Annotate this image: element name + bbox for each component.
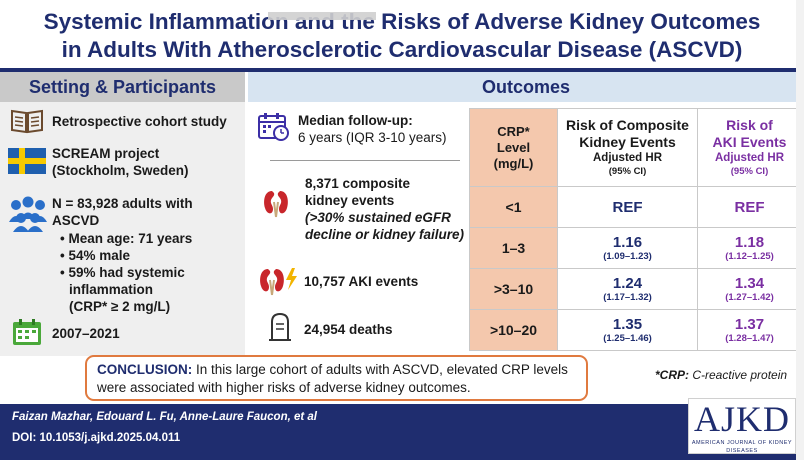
- setting-header: Setting & Participants: [0, 72, 245, 102]
- aki-header-ci: (95% CI): [730, 166, 769, 177]
- aki-header-line-1: Risk of: [726, 117, 773, 133]
- table-row: >10–20 1.35 (1.25–1.46) 1.37 (1.28–1.47): [469, 309, 802, 351]
- followup-value: 6 years (IQR 3-10 years): [298, 130, 447, 145]
- calendar-icon: [12, 318, 42, 346]
- outcomes-header: Outcomes: [248, 72, 804, 102]
- outcomes-divider: [270, 160, 460, 161]
- aki-hr-cell: 1.34 (1.27–1.42): [697, 268, 802, 310]
- crp-level-cell: >10–20: [469, 309, 558, 351]
- project-line-2: (Stockholm, Sweden): [52, 163, 189, 178]
- bullet-crp-threshold: (CRP* ≥ 2 mg/L): [69, 299, 171, 314]
- bullet-male: • 54% male: [60, 248, 131, 263]
- aki-header-sub: Adjusted HR: [715, 152, 784, 164]
- title-line-1: Systemic Inflammation and the Risks of A…: [43, 9, 761, 34]
- n-line-2: ASCVD: [52, 213, 100, 228]
- crp-level-cell: >3–10: [469, 268, 558, 310]
- authors: Faizan Mazhar, Edouard L. Fu, Anne-Laure…: [12, 411, 318, 423]
- composite-hr-ci: (1.17–1.32): [603, 291, 652, 303]
- project-line-1: SCREAM project: [52, 146, 160, 161]
- aki-hr-ci: (1.28–1.47): [725, 332, 774, 344]
- composite-line-3: (>30% sustained eGFR: [305, 210, 451, 225]
- table-row: >3–10 1.24 (1.17–1.32) 1.34 (1.27–1.42): [469, 268, 802, 310]
- setting-panel: [0, 102, 245, 356]
- aki-hr-value: 1.37: [734, 315, 765, 333]
- followup-label: Median follow-up:: [298, 113, 413, 128]
- table-header-row: CRP* Level (mg/L) Risk of Composite Kidn…: [469, 108, 802, 187]
- crp-header-line-3: (mg/L): [493, 155, 534, 171]
- crp-header-line-1: CRP*: [497, 123, 530, 139]
- tombstone-icon: [268, 312, 292, 342]
- aki-hr-value: 1.18: [734, 233, 765, 251]
- composite-hr-cell: 1.35 (1.25–1.46): [557, 309, 698, 351]
- bullet-inflammation: • 59% had systemic: [60, 265, 185, 280]
- composite-header-line-1: Risk of Composite: [566, 117, 689, 133]
- right-edge-strip: [796, 0, 804, 460]
- footnote-definition: C-reactive protein: [689, 368, 788, 382]
- study-period: 2007–2021: [52, 326, 120, 341]
- kidneys-lightning-icon: [258, 266, 300, 296]
- ajkd-logo: AJKD AMERICAN JOURNAL OF KIDNEY DISEASES: [688, 398, 796, 454]
- people-icon: [8, 196, 48, 232]
- conclusion-box: CONCLUSION: In this large cohort of adul…: [85, 355, 588, 401]
- redaction-bar: [268, 12, 376, 20]
- composite-hr-cell: 1.16 (1.09–1.23): [557, 227, 698, 269]
- composite-line-1: 8,371 composite: [305, 176, 411, 191]
- title-divider: [0, 68, 804, 72]
- aki-header-line-2: AKI Events: [712, 134, 787, 150]
- composite-hr-value: 1.16: [612, 233, 643, 251]
- deaths: 24,954 deaths: [304, 322, 393, 337]
- infographic-title: Systemic Inflammation and the Risks of A…: [0, 0, 804, 68]
- logo-subtitle: AMERICAN JOURNAL OF KIDNEY DISEASES: [691, 440, 793, 454]
- bullet-mean-age: • Mean age: 71 years: [60, 231, 193, 246]
- logo-text: AJKD: [693, 399, 790, 439]
- crp-header-line-2: Level: [496, 139, 531, 155]
- aki-hr-cell: 1.37 (1.28–1.47): [697, 309, 802, 351]
- study-type: Retrospective cohort study: [52, 114, 227, 129]
- sweden-flag-icon: [8, 148, 46, 174]
- composite-hr-value: REF: [612, 198, 643, 216]
- composite-hr-ci: (1.25–1.46): [603, 332, 652, 344]
- composite-hr-cell: 1.24 (1.17–1.32): [557, 268, 698, 310]
- aki-hr-cell: 1.18 (1.12–1.25): [697, 227, 802, 269]
- composite-hr-cell: REF: [557, 186, 698, 228]
- hazard-ratio-table: CRP* Level (mg/L) Risk of Composite Kidn…: [469, 108, 802, 351]
- composite-header-line-2: Kidney Events: [579, 134, 676, 150]
- composite-hr-value: 1.35: [612, 315, 643, 333]
- title-line-2: in Adults With Atherosclerotic Cardiovas…: [61, 37, 743, 62]
- composite-header-sub: Adjusted HR: [593, 152, 662, 164]
- composite-line-2: kidney events: [305, 193, 395, 208]
- aki-hr-ci: (1.27–1.42): [725, 291, 774, 303]
- doi-link[interactable]: DOI: 10.1053/j.ajkd.2025.04.011: [12, 432, 181, 444]
- footnote-term: *CRP:: [655, 368, 690, 382]
- kidneys-icon: [262, 188, 290, 218]
- composite-header: Risk of Composite Kidney Events Adjusted…: [557, 108, 698, 187]
- table-row: 1–3 1.16 (1.09–1.23) 1.18 (1.12–1.25): [469, 227, 802, 269]
- composite-header-ci: (95% CI): [608, 166, 647, 177]
- aki-events: 10,757 AKI events: [304, 274, 419, 289]
- footer-bar: [0, 404, 804, 460]
- n-line-1: N = 83,928 adults with: [52, 196, 193, 211]
- crp-level-cell: 1–3: [469, 227, 558, 269]
- table-row: <1 REF REF: [469, 186, 802, 228]
- aki-hr-value: 1.34: [734, 274, 765, 292]
- conclusion-text: In this large cohort of adults with ASCV…: [97, 362, 568, 395]
- composite-line-4: decline or kidney failure): [305, 227, 465, 242]
- book-icon: [10, 108, 44, 134]
- conclusion-label: CONCLUSION:: [97, 362, 193, 377]
- crp-level-cell: <1: [469, 186, 558, 228]
- crp-footnote: *CRP: C-reactive protein: [655, 368, 787, 382]
- aki-hr-cell: REF: [697, 186, 802, 228]
- calendar-clock-icon: [258, 112, 290, 142]
- composite-hr-ci: (1.09–1.23): [603, 250, 652, 262]
- aki-hr-value: REF: [734, 198, 765, 216]
- aki-header: Risk of AKI Events Adjusted HR (95% CI): [697, 108, 802, 187]
- bullet-inflammation-cont: inflammation: [69, 282, 154, 297]
- aki-hr-ci: (1.12–1.25): [725, 250, 774, 262]
- composite-hr-value: 1.24: [612, 274, 643, 292]
- crp-level-header: CRP* Level (mg/L): [469, 108, 558, 187]
